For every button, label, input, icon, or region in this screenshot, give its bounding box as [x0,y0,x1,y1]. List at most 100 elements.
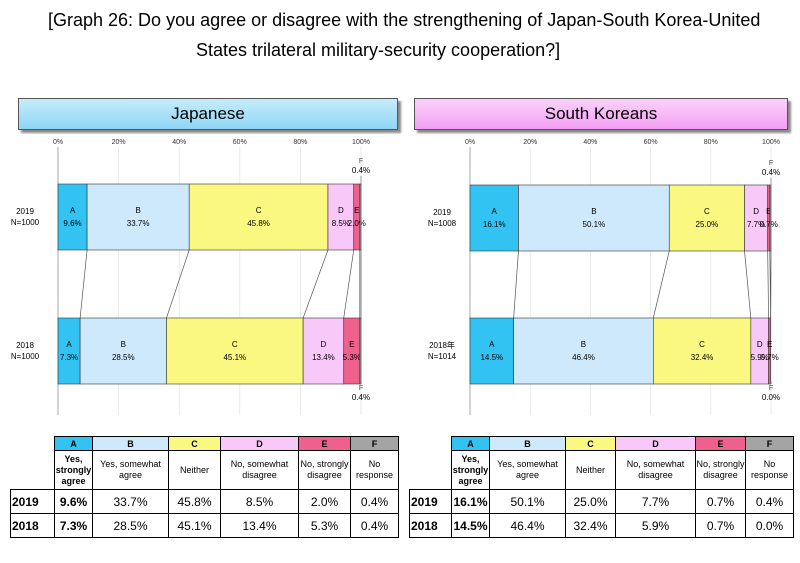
segment-code-label: C [256,206,262,215]
segment-code-label: A [492,207,498,216]
category-year-label: 2018 [16,341,34,350]
segment-code-label: C [699,340,705,349]
table-value-cell: 28.5% [92,513,169,538]
segment-value-label: 28.5% [112,353,135,362]
x-tick-label: 80% [704,139,718,146]
f-value-label: 0.4% [352,166,370,175]
x-tick-label: 0% [53,139,63,146]
segment-value-label: 50.1% [583,220,606,229]
connector-line [343,249,355,319]
bar-segment-A [57,183,88,251]
f-value-label: 0.0% [762,393,780,402]
table-answer-label: Neither [168,450,221,490]
table-answer-label: No, somewhat disagree [220,450,299,490]
segment-code-label: E [766,207,771,216]
category-n-label: N=1000 [11,352,40,361]
table-code-header-F: F [745,436,794,451]
bar-segment-C [188,183,329,251]
table-value-cell: 45.8% [168,489,221,514]
bar-segment-F [359,317,362,385]
table-value-cell: 45.1% [168,513,221,538]
segment-code-label: A [489,340,495,349]
japanese-panel-title: Japanese [171,104,245,123]
graph-title: [Graph 26: Do you agree or disagree with… [48,10,761,30]
table-year-cell: 2018 [409,513,452,538]
bar-segment-F [769,184,772,252]
table-value-cell: 0.4% [350,489,399,514]
bar-segment-C [653,317,752,385]
x-tick-label: 40% [583,139,597,146]
bar-segment-E [353,183,361,251]
category-year-label: 2019 [433,208,451,217]
f-value-label: 0.4% [762,168,780,177]
bar-segment-F [359,183,362,251]
table-code-header-D: D [615,436,696,451]
table-value-cell: 25.0% [565,489,616,514]
segment-code-label: A [66,340,72,349]
korean-panel-header: South Koreans [414,98,788,130]
table-code-header-A: A [451,436,490,451]
segment-code-label: B [135,206,140,215]
bar-segment-D [327,183,355,251]
bar-segment-C [668,184,745,252]
segment-code-label: D [338,206,344,215]
connector-line [79,249,88,319]
segment-value-label: 32.4% [691,353,714,362]
x-tick-label: 60% [233,139,247,146]
table-value-cell: 14.5% [451,513,490,538]
korean-chart: 0% 20% 40% 60% 80% 100% 2019 N=1008 A 16.1% B 50.1%… [428,139,780,415]
bar-segment-D [744,184,768,252]
segment-value-label: 2.0% [348,219,366,228]
table-value-cell: 32.4% [565,513,616,538]
x-tick-label: 100% [762,139,780,146]
x-tick-label: 60% [644,139,658,146]
table-code-header-D: D [220,436,299,451]
bar-segment-D [750,317,769,385]
korean-panel-title: South Koreans [544,104,658,123]
segment-code-label: B [581,340,586,349]
bar-segment-B [79,317,167,385]
table-corner [10,436,55,490]
table-row: 2018 14.5% 46.4% 32.4% 5.9% 0.7% 0.0% [409,513,794,538]
bar-segment-B [86,183,190,251]
table-code-header-C: C [168,436,221,451]
x-tick-label: 20% [112,139,126,146]
table-value-cell: 13.4% [220,513,299,538]
segment-value-label: 45.8% [247,219,270,228]
table-value-cell: 0.0% [745,513,794,538]
f-code-label: F [359,158,363,165]
segment-code-label: A [70,206,76,215]
segment-value-label: 16.1% [483,220,506,229]
connector-line [744,250,752,319]
table-code-header-E: E [695,436,746,451]
category-n-label: N=1000 [11,218,40,227]
category-year-label: 2019 [16,207,34,216]
table-answer-label: Yes, strongly agree [54,450,93,490]
table-value-cell: 0.4% [745,489,794,514]
table-code-header-F: F [350,436,399,451]
segment-code-label: B [591,207,596,216]
segment-code-label: D [757,340,763,349]
table-value-cell: 2.0% [298,489,351,514]
category-year-label: 2018年 [429,340,455,350]
segment-code-label: C [704,207,710,216]
table-value-cell: 7.7% [615,489,696,514]
table-value-cell: 8.5% [220,489,299,514]
segment-value-label: 0.7% [761,353,779,362]
connector-line [767,250,769,319]
table-year-cell: 2019 [10,489,55,514]
segment-value-label: 14.5% [480,353,503,362]
connector-line [652,250,670,319]
table-answer-label: Yes, somewhat agree [92,450,169,490]
table-answer-label: No response [745,450,794,490]
segment-value-label: 7.3% [60,353,78,362]
table-value-cell: 0.7% [695,513,746,538]
table-row: 2019 9.6% 33.7% 45.8% 8.5% 2.0% 0.4% [10,489,399,514]
segment-value-label: 8.5% [332,219,350,228]
f-code-label: F [359,385,363,392]
segment-value-label: 9.6% [63,219,81,228]
table-code-header-B: B [489,436,566,451]
table-answer-label: No, strongly disagree [695,450,746,490]
table-value-cell: 50.1% [489,489,566,514]
segment-code-label: D [753,207,759,216]
